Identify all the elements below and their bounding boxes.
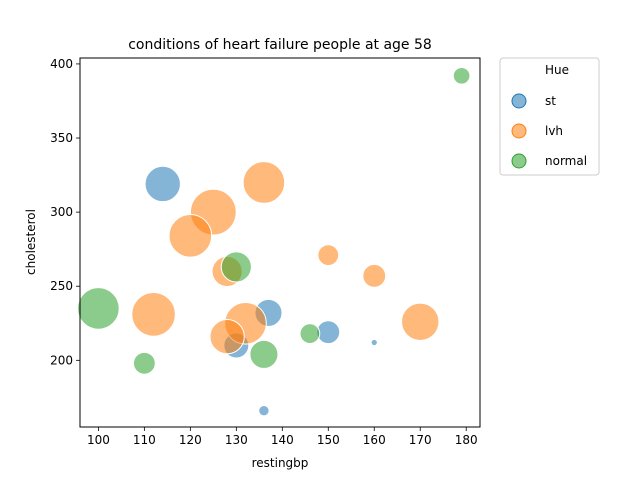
x-tick-label: 100 xyxy=(87,433,110,447)
scatter-point-st xyxy=(316,320,341,345)
legend-label-st: st xyxy=(545,94,556,108)
scatter-point-normal xyxy=(132,351,156,375)
x-tick-label: 130 xyxy=(225,433,248,447)
legend-marker-normal xyxy=(511,153,527,169)
legend-label-lvh: lvh xyxy=(545,124,563,138)
y-tick-label: 400 xyxy=(50,57,73,71)
scatter-point-lvh xyxy=(168,214,213,258)
y-tick-label: 250 xyxy=(50,279,73,293)
legend-marker-st xyxy=(511,93,527,109)
scatter-point-lvh xyxy=(317,244,340,266)
x-axis: 100 110 120 130 140 150 160 170 180 xyxy=(87,427,478,447)
x-tick-label: 140 xyxy=(271,433,294,447)
x-tick-label: 120 xyxy=(179,433,202,447)
y-axis: 200 250 300 350 400 xyxy=(50,57,80,367)
y-tick-label: 200 xyxy=(50,353,73,367)
scatter-point-lvh xyxy=(242,161,286,204)
y-tick-label: 350 xyxy=(50,131,73,145)
plot-frame xyxy=(79,57,481,428)
scatter-point-normal xyxy=(220,251,252,283)
scatter-point-st xyxy=(258,404,270,417)
plot-area xyxy=(77,57,481,428)
scatter-point-lvh xyxy=(131,292,176,337)
x-tick-label: 150 xyxy=(317,433,340,447)
legend-marker-lvh xyxy=(511,123,527,139)
x-tick-label: 180 xyxy=(455,433,478,447)
y-tick-label: 300 xyxy=(50,205,73,219)
scatter-point-normal xyxy=(452,66,471,85)
x-tick-label: 110 xyxy=(133,433,156,447)
scatter-point-lvh xyxy=(401,302,440,342)
legend-title: Hue xyxy=(545,63,569,77)
legend-entries: st lvh normal xyxy=(511,93,587,169)
scatter-point-normal xyxy=(249,339,279,369)
scatter-point-st xyxy=(370,338,378,347)
x-tick-label: 170 xyxy=(409,433,432,447)
chart-title: conditions of heart failure people at ag… xyxy=(128,37,432,53)
scatter-point-normal xyxy=(77,287,120,330)
scatter-point-lvh xyxy=(362,263,387,288)
y-axis-label: cholesterol xyxy=(24,209,38,275)
scatter-point-normal xyxy=(299,323,321,345)
points-layer xyxy=(77,66,471,417)
x-axis-label: restingbp xyxy=(252,456,309,470)
scatter-point-lvh xyxy=(209,318,245,355)
scatter-point-st xyxy=(144,165,181,203)
legend-box xyxy=(499,57,600,176)
x-tick-label: 160 xyxy=(363,433,386,447)
legend-label-normal: normal xyxy=(545,154,587,168)
legend: Hue st lvh normal xyxy=(499,57,600,176)
